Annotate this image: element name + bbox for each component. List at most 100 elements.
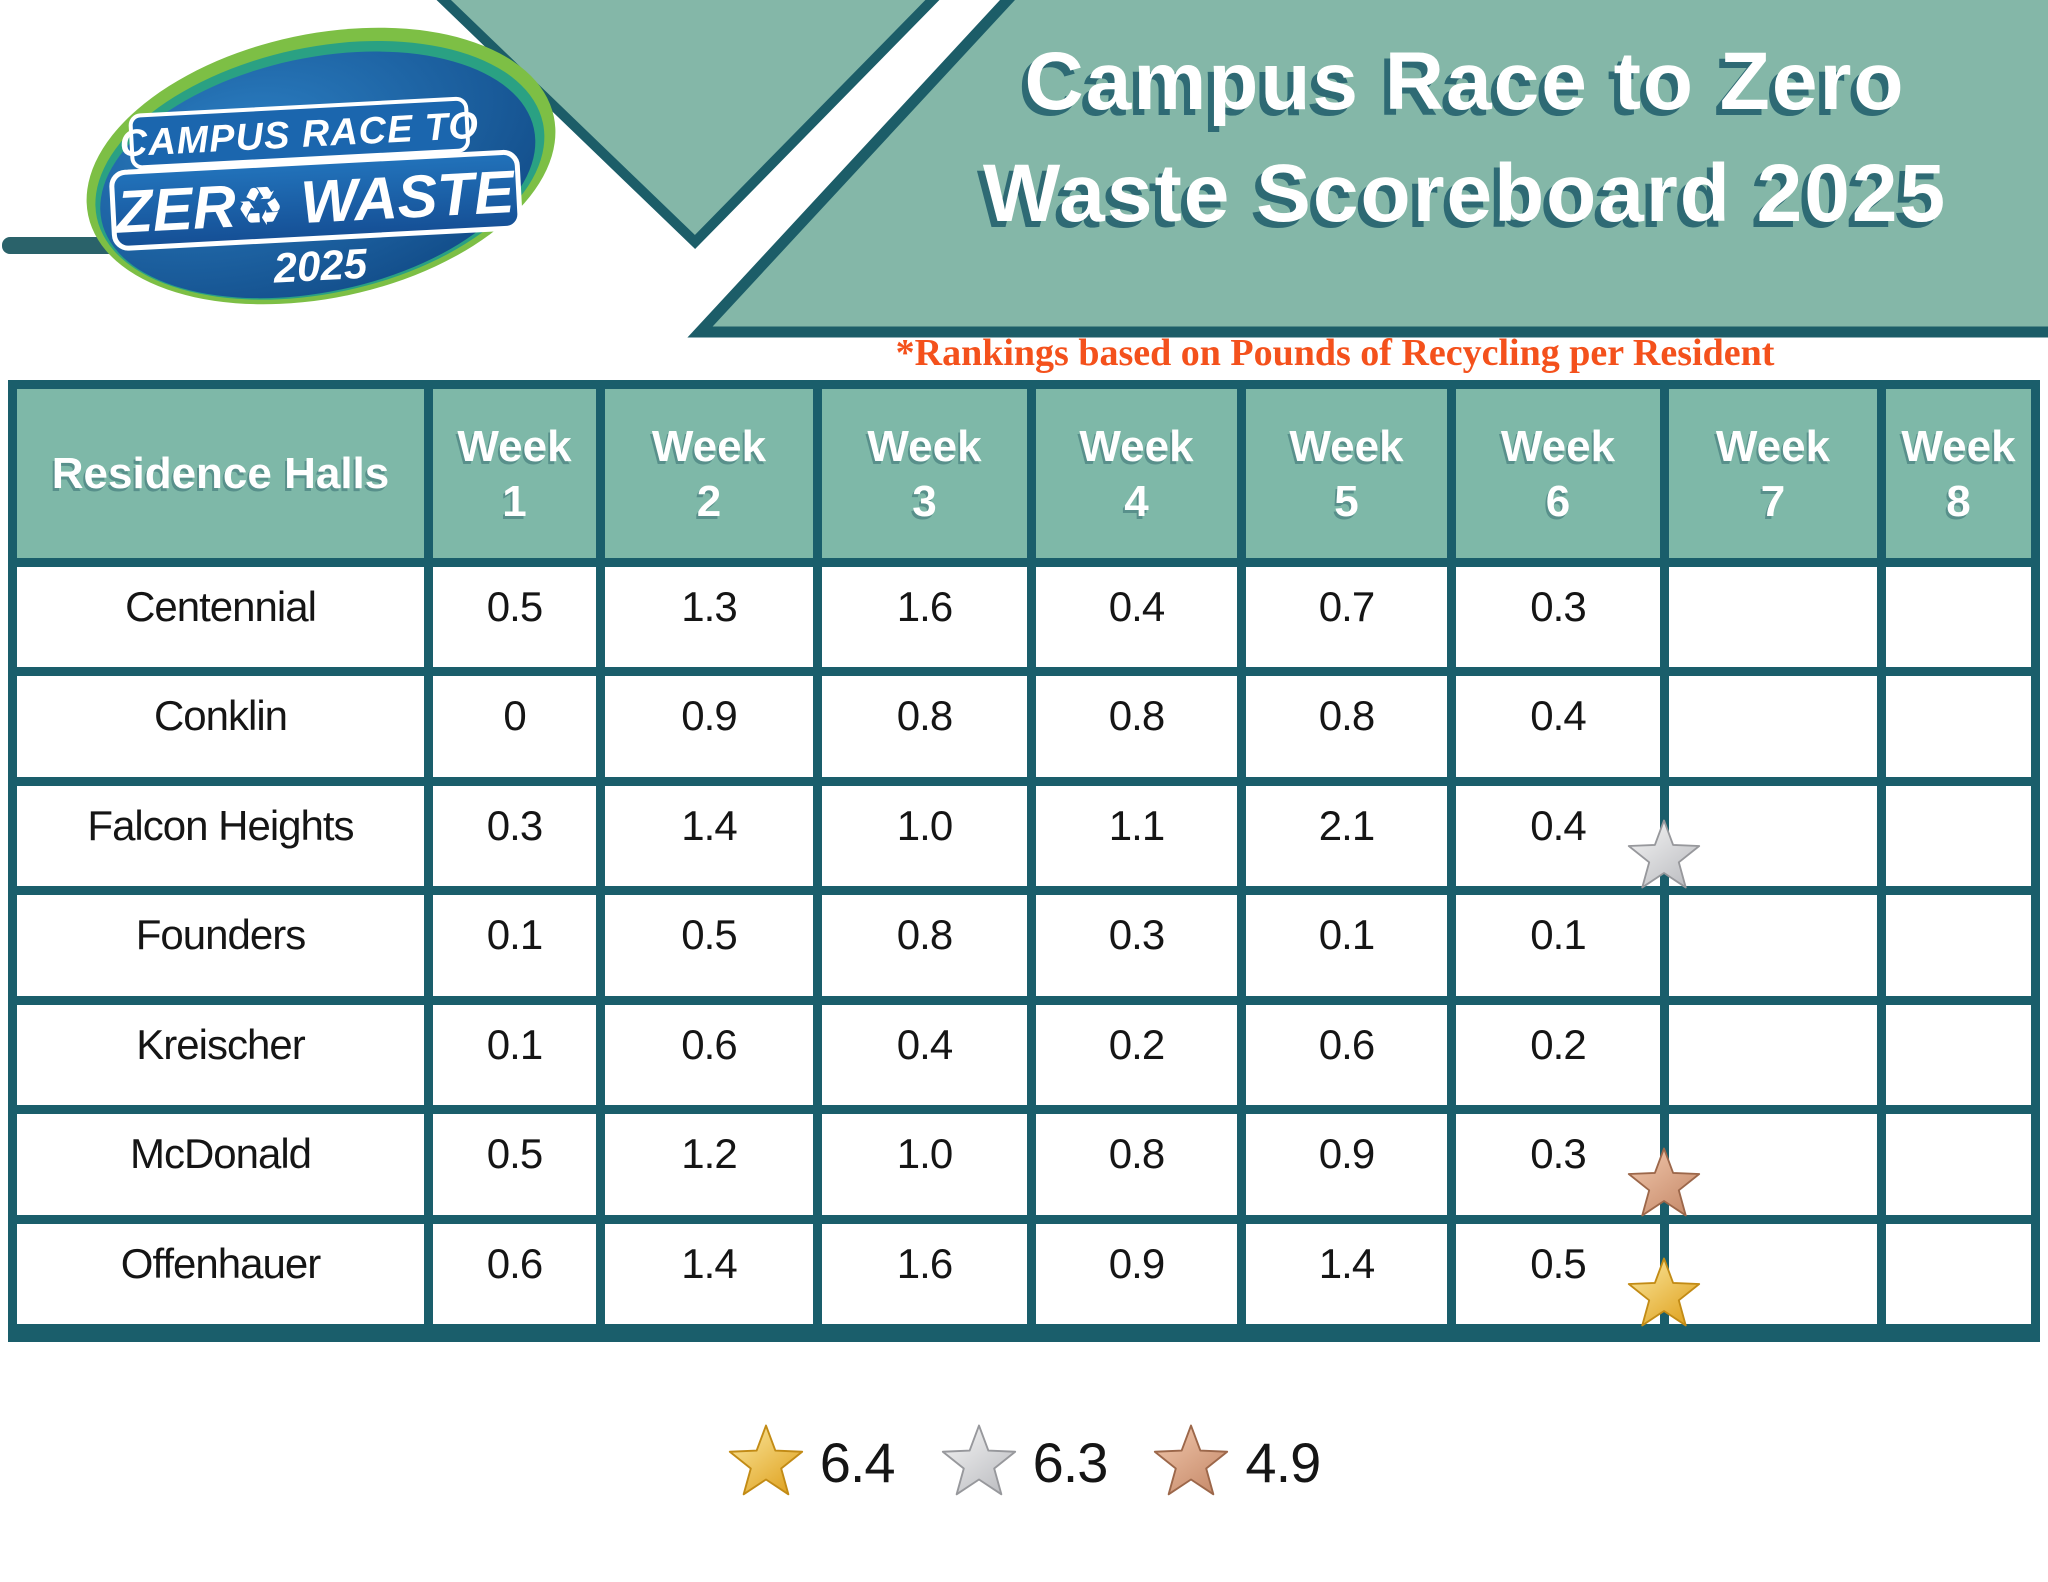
cell-falcon-heights-week-5: 2.1: [1246, 785, 1447, 887]
cell-centennial-week-2: 1.3: [605, 567, 813, 668]
silver-star-icon: [941, 1424, 1016, 1496]
cell-conklin-week-6: 0.4: [1456, 676, 1660, 777]
cell-offenhauer-week-1: 0.6: [433, 1223, 596, 1324]
legend-item-silver: 6.3: [941, 1424, 1108, 1500]
cell-kreischer-week-3: 0.4: [822, 1004, 1027, 1106]
cell-kreischer-week-2: 0.6: [605, 1004, 813, 1106]
campus-race-to-zero-waste-logo: CAMPUS RACE TO ZER♻ WASTE 2025: [76, 24, 568, 312]
cell-mcdonald-week-7: [1669, 1114, 1877, 1215]
cell-offenhauer-week-2: 1.4: [605, 1223, 813, 1324]
cell-founders-week-6: 0.1: [1456, 895, 1660, 996]
cell-conklin-week-1: 0: [433, 676, 596, 777]
gold-star-icon: [728, 1424, 803, 1496]
cell-centennial-week-3: 1.6: [822, 567, 1027, 668]
gold-star-legend: [728, 1424, 804, 1500]
legend-item-gold: 6.4: [728, 1424, 896, 1500]
week-header-4: Week 4: [1036, 389, 1237, 558]
cell-falcon-heights-week-4: 1.1: [1036, 785, 1237, 887]
cell-centennial-week-7: [1669, 567, 1877, 668]
cell-offenhauer-week-7: [1669, 1223, 1877, 1324]
corner-header-residence-halls: Residence Halls: [17, 389, 424, 558]
hall-name: McDonald: [17, 1114, 424, 1215]
bronze-star-icon: [1154, 1424, 1229, 1496]
week-header-3: Week 3: [822, 389, 1027, 558]
cell-offenhauer-week-6: 0.5: [1456, 1223, 1660, 1324]
logo-line2-text: ZER♻ WASTE: [112, 158, 517, 246]
legend-item-bronze: 4.9: [1153, 1424, 1321, 1500]
cell-kreischer-week-8: [1886, 1004, 2031, 1106]
legend-value-bronze: 4.9: [1245, 1430, 1321, 1494]
cell-founders-week-5: 0.1: [1246, 895, 1447, 996]
cell-conklin-week-2: 0.9: [605, 676, 813, 777]
page-title: Campus Race to Zero Waste Scoreboard 202…: [880, 26, 2048, 250]
cell-mcdonald-week-5: 0.9: [1246, 1114, 1447, 1215]
cell-mcdonald-week-1: 0.5: [433, 1114, 596, 1215]
silver-star-legend: [941, 1424, 1017, 1500]
week-header-2: Week 2: [605, 389, 813, 558]
cell-offenhauer-week-4: 0.9: [1036, 1223, 1237, 1324]
page-title-line1: Campus Race to Zero: [1024, 36, 1906, 127]
cell-falcon-heights-week-8: [1886, 785, 2031, 887]
cell-offenhauer-week-8: [1886, 1223, 2031, 1324]
cell-centennial-week-4: 0.4: [1036, 567, 1237, 668]
rankings-note: *Rankings based on Pounds of Recycling p…: [895, 332, 1775, 374]
header-decoration: [2, 0, 2048, 338]
logo-top-banner: [128, 96, 470, 170]
cell-founders-week-8: [1886, 895, 2031, 996]
cell-falcon-heights-week-3: 1.0: [822, 785, 1027, 887]
week-header-8: Week 8: [1886, 389, 2031, 558]
totals-legend: 6.4 6.3 4.9: [0, 1414, 2048, 1510]
cell-mcdonald-week-2: 1.2: [605, 1114, 813, 1215]
scoreboard-table: Residence Halls Week 1 Week 2 Week 3 Week 4 Week 5…: [8, 380, 2040, 1342]
cell-founders-week-7: [1669, 895, 1877, 996]
week-header-6: Week 6: [1456, 389, 1660, 558]
cell-founders-week-2: 0.5: [605, 895, 813, 996]
cell-centennial-week-1: 0.5: [433, 567, 596, 668]
week-header-5: Week 5: [1246, 389, 1447, 558]
legend-value-silver: 6.3: [1032, 1430, 1109, 1494]
cell-offenhauer-week-3: 1.6: [822, 1223, 1027, 1324]
hall-name: Founders: [17, 895, 424, 996]
cell-falcon-heights-week-7: [1669, 785, 1877, 887]
cell-mcdonald-week-3: 1.0: [822, 1114, 1027, 1215]
week-header-1: Week 1: [433, 389, 596, 558]
cell-centennial-week-8: [1886, 567, 2031, 668]
cell-mcdonald-week-4: 0.8: [1036, 1114, 1237, 1215]
cell-kreischer-week-5: 0.6: [1246, 1004, 1447, 1106]
cell-falcon-heights-week-1: 0.3: [433, 785, 596, 887]
logo-year-text: 2025: [271, 240, 368, 292]
legend-value-gold: 6.4: [819, 1430, 896, 1494]
cell-offenhauer-week-5: 1.4: [1246, 1223, 1447, 1324]
cell-kreischer-week-7: [1669, 1004, 1877, 1106]
recycle-icon: ♻: [234, 174, 286, 239]
banner-shape: [687, 0, 2048, 338]
week-header-7: Week 7: [1669, 389, 1877, 558]
cell-falcon-heights-week-6: 0.4: [1456, 785, 1660, 887]
page-title-line2: Waste Scoreboard 2025: [982, 148, 1948, 239]
cell-kreischer-week-6: 0.2: [1456, 1004, 1660, 1106]
cell-founders-week-1: 0.1: [433, 895, 596, 996]
bronze-star-legend: [1153, 1424, 1229, 1500]
cell-kreischer-week-1: 0.1: [433, 1004, 596, 1106]
cell-mcdonald-week-6: 0.3: [1456, 1114, 1660, 1215]
cell-conklin-week-4: 0.8: [1036, 676, 1237, 777]
cell-founders-week-3: 0.8: [822, 895, 1027, 996]
cell-founders-week-4: 0.3: [1036, 895, 1237, 996]
cell-falcon-heights-week-2: 1.4: [605, 785, 813, 887]
cell-conklin-week-3: 0.8: [822, 676, 1027, 777]
hall-name: Conklin: [17, 676, 424, 777]
hall-name: Centennial: [17, 567, 424, 668]
cell-centennial-week-5: 0.7: [1246, 567, 1447, 668]
cell-kreischer-week-4: 0.2: [1036, 1004, 1237, 1106]
logo-main-banner: [109, 149, 523, 251]
hall-name: Offenhauer: [17, 1223, 424, 1324]
cell-conklin-week-5: 0.8: [1246, 676, 1447, 777]
hall-name: Kreischer: [17, 1004, 424, 1106]
hall-name: Falcon Heights: [17, 785, 424, 887]
cell-centennial-week-6: 0.3: [1456, 567, 1660, 668]
cell-mcdonald-week-8: [1886, 1114, 2031, 1215]
logo-backdrop-shape: [436, 0, 940, 250]
cell-conklin-week-8: [1886, 676, 2031, 777]
cell-conklin-week-7: [1669, 676, 1877, 777]
